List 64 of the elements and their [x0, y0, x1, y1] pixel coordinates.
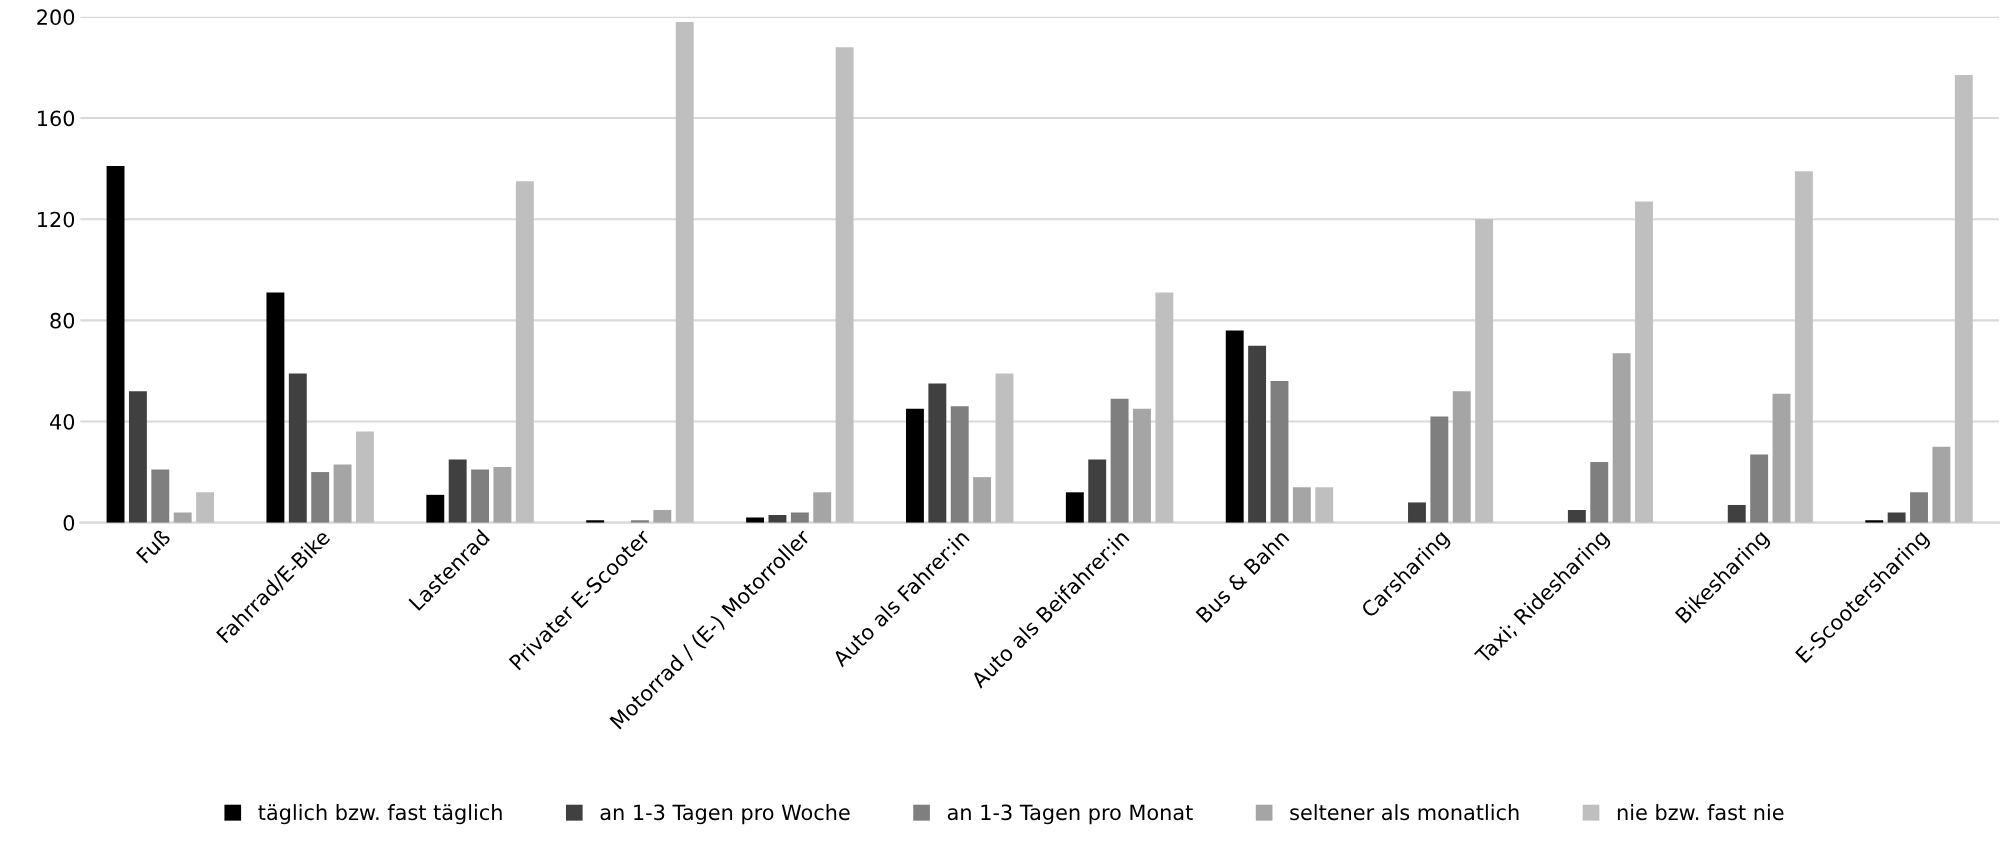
bar: [1932, 446, 1951, 523]
bar: [1590, 461, 1609, 523]
bar: [266, 292, 285, 523]
bar: [1110, 398, 1129, 523]
bar: [835, 47, 854, 523]
bar: [813, 492, 832, 523]
legend-label: seltener als monatlich: [1290, 804, 1519, 821]
bar: [515, 181, 534, 523]
y-tick-label: 0: [63, 515, 75, 531]
bar: [1954, 75, 1973, 523]
bar: [128, 391, 147, 523]
y-tick-label: 40: [50, 413, 75, 430]
bar: [1133, 408, 1151, 523]
bar: [973, 477, 992, 523]
bar: [1292, 487, 1311, 523]
bar: [768, 515, 787, 523]
bar: [1088, 459, 1107, 523]
bar: [151, 469, 170, 523]
bar: [426, 494, 445, 523]
bar: [356, 431, 374, 523]
bar: [1270, 381, 1289, 523]
bar: [950, 406, 969, 523]
bar: [288, 373, 307, 523]
bar: [1475, 219, 1494, 523]
bar: [1635, 201, 1653, 523]
bar: [106, 166, 125, 523]
bar: [790, 512, 809, 523]
bar: [1452, 391, 1471, 523]
bar: [1248, 345, 1267, 523]
bar: [995, 373, 1014, 523]
legend-label: an 1-3 Tagen pro Monat: [947, 804, 1193, 825]
bar: [311, 472, 330, 523]
y-tick-label: 120: [38, 211, 75, 228]
legend-label: täglich bzw. fast täglich: [258, 804, 502, 825]
bar: [471, 469, 490, 523]
bar: [1727, 504, 1746, 523]
bar: [906, 408, 924, 523]
bar: [1155, 292, 1174, 523]
bar: [1430, 416, 1449, 523]
bar: [173, 512, 192, 523]
bar: [1772, 393, 1791, 523]
bar: [1794, 171, 1813, 523]
bar: [333, 464, 352, 523]
bar: [448, 459, 467, 523]
bar: [493, 467, 512, 523]
bar: [196, 492, 215, 523]
bar: [1315, 487, 1334, 523]
bar: [1910, 492, 1928, 523]
y-tick-label: 80: [50, 312, 75, 329]
bar: [675, 21, 694, 523]
bar: [653, 510, 672, 523]
legend-label: an 1-3 Tagen pro Woche: [600, 804, 850, 825]
bar: [1612, 353, 1631, 523]
legend-label: nie bzw. fast nie: [1617, 804, 1784, 821]
x-tick-label: Fuß: [135, 528, 172, 564]
bar: [1567, 510, 1586, 523]
bar: [1065, 492, 1084, 523]
y-tick-label: 160: [38, 110, 75, 127]
bar: [1750, 454, 1769, 523]
bar: [1887, 512, 1906, 523]
bar: [1225, 330, 1244, 523]
y-tick-label: 200: [37, 9, 75, 26]
bar: [1408, 502, 1426, 523]
bar: [928, 383, 947, 523]
